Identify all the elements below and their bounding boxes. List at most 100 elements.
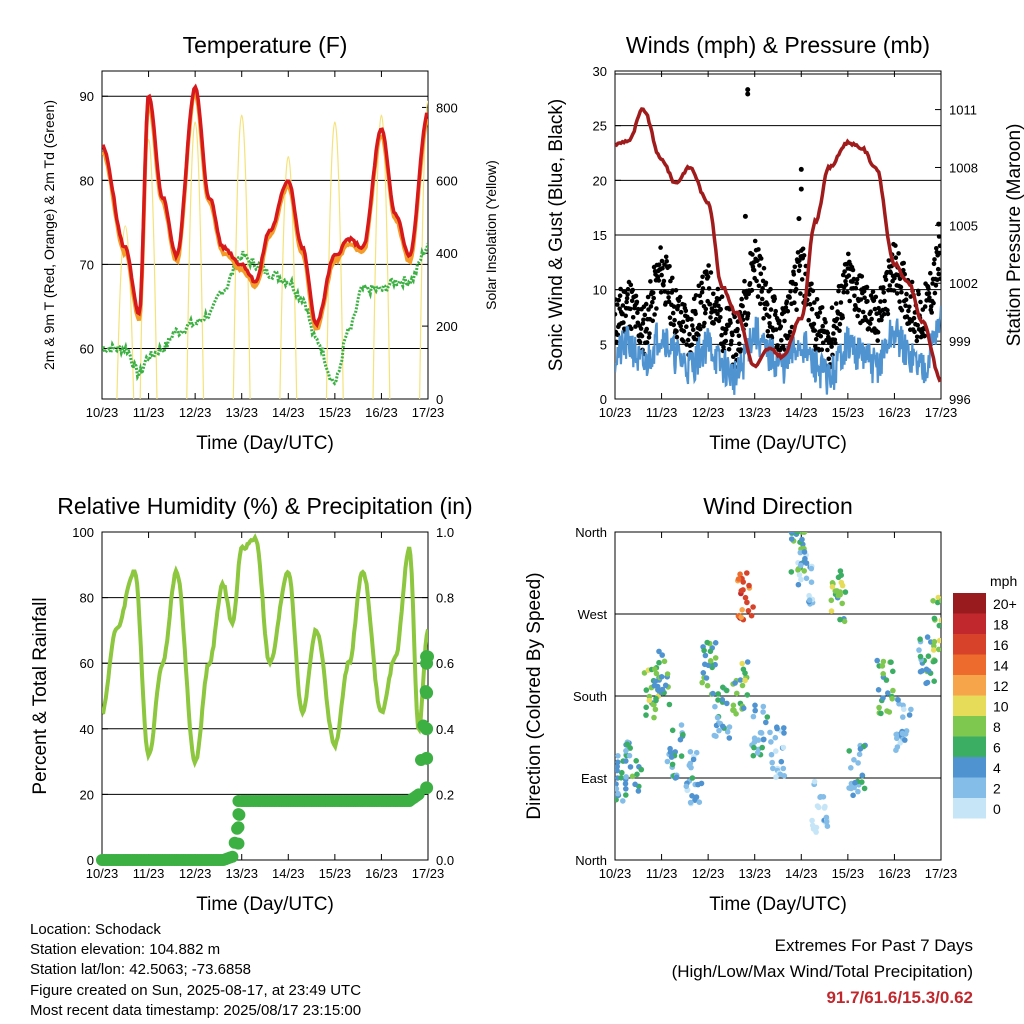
gust-point <box>806 317 811 323</box>
gust-point <box>829 344 834 349</box>
direction-point <box>900 714 906 720</box>
direction-point <box>924 634 931 640</box>
direction-point <box>664 758 671 765</box>
direction-point <box>773 774 779 780</box>
direction-point <box>745 608 752 614</box>
gust-point <box>840 315 845 320</box>
x-tick-label: 16/23 <box>878 405 911 420</box>
gust-point <box>624 296 630 301</box>
direction-point <box>735 576 742 582</box>
direction-point <box>702 652 709 659</box>
direction-point <box>886 709 893 715</box>
panel-title: Wind Direction <box>703 493 853 519</box>
gust-point <box>773 327 779 332</box>
gust-point <box>829 305 835 311</box>
direction-point <box>711 732 718 739</box>
gust-point <box>931 300 936 306</box>
x-tick-label: 12/23 <box>692 405 725 420</box>
direction-point <box>943 641 949 647</box>
direction-point <box>761 736 767 743</box>
legend-swatch <box>953 777 986 798</box>
direction-point <box>770 765 776 772</box>
gust-point <box>718 306 723 312</box>
direction-point <box>931 643 937 649</box>
direction-point <box>781 730 787 736</box>
direction-point <box>938 617 941 624</box>
direction-point <box>731 707 737 714</box>
gust-point <box>937 250 941 256</box>
panel-title: Relative Humidity (%) & Precipitation (i… <box>57 493 472 519</box>
direction-point <box>856 751 863 758</box>
direction-point <box>925 653 932 659</box>
legend-label: 14 <box>993 658 1009 674</box>
direction-point <box>780 765 787 772</box>
direction-point <box>712 655 719 661</box>
y2-tick-label: 1008 <box>949 160 978 175</box>
extremes-title: Extremes For Past 7 Days <box>774 936 973 955</box>
gust-point <box>671 322 676 328</box>
gust-point <box>792 264 798 270</box>
direction-point <box>931 615 938 622</box>
gust-point <box>700 286 706 291</box>
gust-point <box>650 299 655 305</box>
gust-point <box>914 338 920 344</box>
gust-point <box>666 299 672 305</box>
direction-point <box>802 555 808 562</box>
y-tick-label: 80 <box>80 173 94 188</box>
direction-point <box>754 750 761 756</box>
gust-point <box>881 285 886 290</box>
gust-point <box>629 298 635 304</box>
gust-point <box>938 276 941 281</box>
direction-point <box>895 697 901 703</box>
direction-point <box>850 792 856 799</box>
direction-point <box>824 823 831 829</box>
precip-point <box>420 722 434 736</box>
direction-point <box>734 690 740 697</box>
direction-point <box>811 778 818 785</box>
y2-tick-label: 1005 <box>949 218 978 233</box>
solar-insolation-line <box>116 225 135 399</box>
direction-point <box>752 707 758 714</box>
gust-point <box>858 297 864 302</box>
gust-point <box>911 315 917 321</box>
direction-point <box>777 771 784 778</box>
direction-point <box>759 744 765 751</box>
direction-point <box>855 788 861 795</box>
wind-line <box>615 305 941 395</box>
gust-point <box>745 87 751 93</box>
gust-point <box>640 321 646 326</box>
gust-point <box>875 338 880 343</box>
gust-point <box>620 303 626 308</box>
gust-point <box>625 286 631 292</box>
x-tick-label: 17/23 <box>412 866 445 881</box>
gust-point <box>782 318 787 324</box>
direction-point <box>936 622 941 629</box>
gust-point <box>676 303 681 309</box>
y-tick-label: 0 <box>87 853 94 868</box>
gust-point <box>665 290 671 295</box>
direction-point <box>746 582 752 589</box>
gust-point <box>893 243 898 248</box>
gust-point <box>937 243 941 249</box>
direction-point <box>673 774 680 781</box>
gust-point <box>628 282 634 288</box>
gust-point <box>932 290 938 296</box>
direction-point <box>651 714 657 721</box>
gust-point <box>635 310 640 316</box>
direction-point <box>750 752 757 759</box>
x-axis-label: Time (Day/UTC) <box>196 433 334 454</box>
direction-point <box>916 647 922 653</box>
dewpoint-line <box>102 243 428 386</box>
y-tick-label: 20 <box>593 173 607 188</box>
direction-point <box>945 629 951 635</box>
gust-point <box>797 258 802 263</box>
direction-point <box>686 762 693 769</box>
gust-point <box>737 341 742 347</box>
gust-point <box>885 308 890 313</box>
gust-point <box>833 340 838 346</box>
precip-point <box>420 781 434 795</box>
legend-swatch <box>953 798 986 819</box>
gust-point <box>786 333 791 339</box>
gust-point <box>742 278 747 284</box>
direction-point <box>943 618 949 624</box>
